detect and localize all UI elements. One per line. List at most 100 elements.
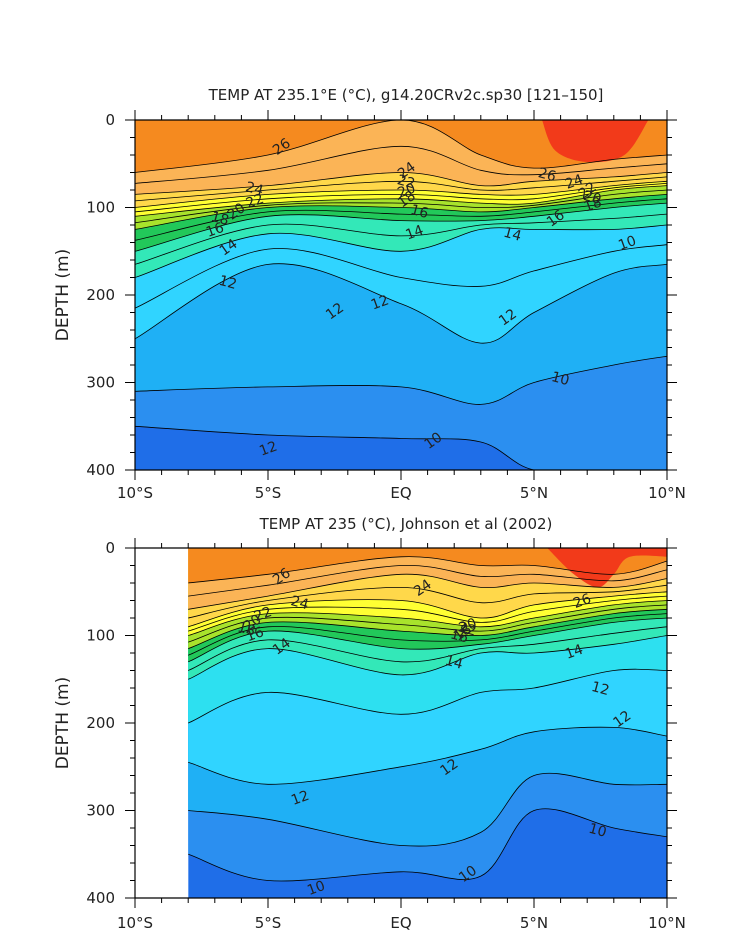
axes: 10°S 5°S EQ 5°N 10°N 0 100 200 300 400 DEPTH (m) <box>53 538 686 932</box>
isotherm-line <box>188 591 667 628</box>
contour-label: 22 <box>244 191 266 212</box>
x-tick-label: 10°N <box>648 914 686 932</box>
contour-labels: 2624222018161414121212101010262422201816… <box>236 565 634 899</box>
contour-label: 18 <box>209 209 230 229</box>
contour-label: 10 <box>616 233 638 254</box>
y-tick-label: 0 <box>105 539 115 557</box>
isotherm-line <box>135 355 667 405</box>
isotherm-line <box>135 198 667 241</box>
band-28 <box>547 548 667 588</box>
isotherm-line <box>135 185 667 217</box>
contour-label: 26 <box>571 591 593 612</box>
contour-label: 10 <box>587 821 608 841</box>
contour-label: 26 <box>536 165 557 185</box>
isotherm-line <box>135 180 667 208</box>
y-tick-label: 300 <box>86 374 115 392</box>
contour-label: 14 <box>502 225 523 245</box>
contour-lines <box>135 120 667 470</box>
panel-2: 2624222018161414121212101010262422201816… <box>53 515 686 932</box>
isotherm-line <box>135 182 667 213</box>
y-tick-label: 200 <box>86 286 115 304</box>
y-axis-label: DEPTH (m) <box>53 677 73 769</box>
y-tick-label: 200 <box>86 714 115 732</box>
axes: 10°S 5°S EQ 5°N 10°N 0 100 200 300 400 DEPTH (m) <box>53 110 686 502</box>
contour-label: 10 <box>550 369 571 389</box>
band-26 <box>188 548 667 584</box>
isotherm-line <box>135 244 667 309</box>
contour-label: 10 <box>305 878 327 899</box>
isotherm-line <box>135 176 667 202</box>
isotherm-line <box>188 772 667 847</box>
x-tick-label: 10°S <box>117 484 153 502</box>
contour-label: 18 <box>582 194 604 215</box>
contour-label: 12 <box>289 788 311 809</box>
isotherm-line <box>135 145 667 184</box>
isotherm-line <box>135 224 667 278</box>
x-tick-label: 10°S <box>117 914 153 932</box>
y-axis-label: DEPTH (m) <box>53 249 73 341</box>
contour-label: 20 <box>457 615 479 636</box>
isotherm-line <box>135 263 667 344</box>
isotherm-line <box>188 595 667 632</box>
contour-label: 20 <box>582 188 603 208</box>
x-tick-label: 5°S <box>255 484 282 502</box>
panel-1: 2624222018161412121226242220181614121010… <box>53 86 686 502</box>
contour-label: 14 <box>443 653 464 673</box>
isotherm-line <box>135 202 667 252</box>
isotherm-line <box>188 608 667 650</box>
contour-lines <box>188 556 667 882</box>
y-tick-label: 400 <box>86 461 115 479</box>
contour-label: 18 <box>236 619 257 639</box>
contour-fills <box>188 548 667 898</box>
contour-label: 16 <box>244 624 266 645</box>
isotherm-line <box>188 726 667 785</box>
y-tick-label: 300 <box>86 802 115 820</box>
isotherm-line <box>188 556 667 584</box>
isotherm-line <box>188 613 667 656</box>
contour-label: 16 <box>204 220 226 241</box>
isotherm-line <box>135 213 667 265</box>
contour-label: 22 <box>457 619 478 639</box>
x-tick-label: 5°N <box>520 914 548 932</box>
contour-label: 12 <box>369 292 391 313</box>
isotherm-line <box>188 573 667 610</box>
y-tick-label: 100 <box>86 627 115 645</box>
contour-label: 20 <box>396 180 418 201</box>
y-tick-label: 400 <box>86 889 115 907</box>
isotherm-line <box>188 808 667 882</box>
isotherm-line <box>188 600 667 636</box>
isotherm-line <box>188 565 667 597</box>
y-tick-label: 100 <box>86 199 115 217</box>
contour-label: 14 <box>563 642 585 663</box>
isotherm-line <box>135 172 667 195</box>
x-tick-label: 10°N <box>648 484 686 502</box>
isotherm-line <box>135 120 667 173</box>
contour-label: 24 <box>289 593 310 613</box>
isotherm-line <box>188 584 667 619</box>
contour-label: 24 <box>563 172 585 193</box>
contour-label: 24 <box>244 179 265 199</box>
contour-label: 22 <box>252 604 274 625</box>
chart-title: TEMP AT 235.1°E (°C), g14.20CRv2c.sp30 [… <box>208 86 604 104</box>
band-26 <box>135 120 667 173</box>
x-tick-label: EQ <box>390 484 411 502</box>
contour-label: 16 <box>409 202 430 222</box>
isotherm-line <box>188 668 667 724</box>
isotherm-line <box>188 617 667 663</box>
isotherm-line <box>135 425 667 470</box>
band-28 <box>542 120 649 163</box>
contour-label: 16 <box>449 626 470 646</box>
contour-label: 14 <box>404 222 426 243</box>
isotherm-line <box>188 626 667 671</box>
isotherm-line <box>188 604 667 643</box>
contour-label: 12 <box>590 679 611 699</box>
x-tick-label: 5°S <box>255 914 282 932</box>
y-tick-label: 0 <box>105 111 115 129</box>
contour-label: 12 <box>257 438 279 459</box>
x-tick-label: EQ <box>390 914 411 932</box>
isotherm-line <box>135 193 667 230</box>
isotherm-line <box>188 635 667 680</box>
chart-title: TEMP AT 235 (°C), Johnson et al (2002) <box>259 515 553 533</box>
x-tick-label: 5°N <box>520 484 548 502</box>
